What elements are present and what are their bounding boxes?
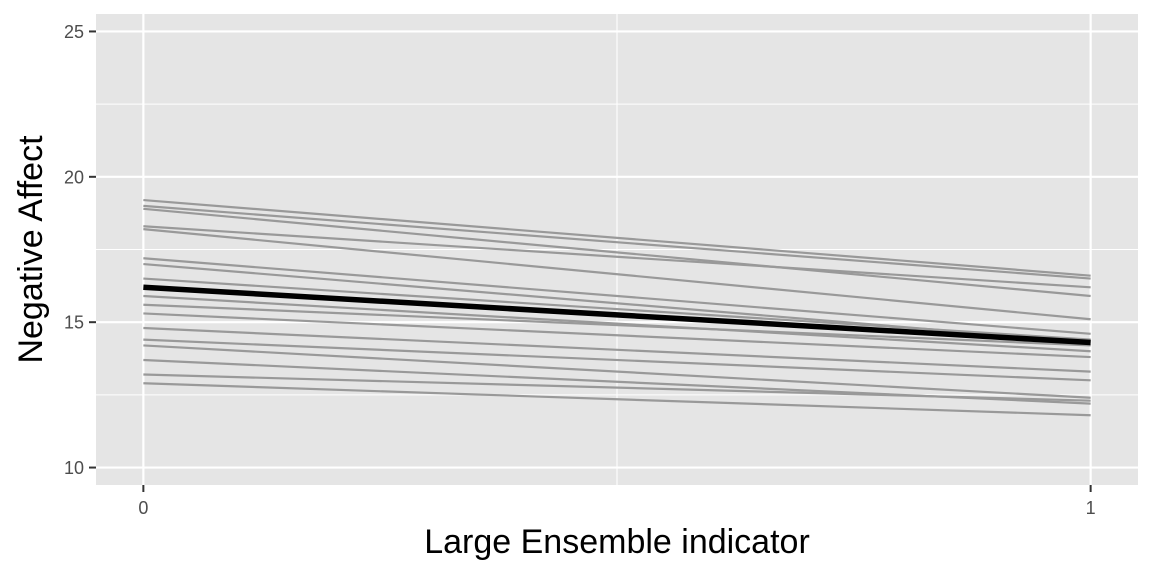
y-tick-label: 20 (64, 167, 84, 187)
individual-line (143, 207, 1091, 298)
series-lines (143, 198, 1091, 417)
individual-line (143, 303, 1091, 347)
individual-line (143, 225, 1091, 289)
individual-line (143, 257, 1091, 335)
individual-line (143, 312, 1091, 359)
individual-line (143, 228, 1091, 321)
major-gridlines (96, 14, 1138, 485)
y-tick-label: 15 (64, 313, 84, 333)
y-axis-title: Negative Affect (12, 135, 50, 364)
y-axis: 10 15 20 25 (64, 22, 96, 478)
individual-line (143, 294, 1091, 353)
x-tick-label: 0 (138, 498, 148, 518)
individual-line (143, 344, 1091, 399)
y-tick-label: 10 (64, 458, 84, 478)
minor-gridlines (96, 14, 1138, 485)
individual-line (143, 198, 1091, 277)
y-tick-label: 25 (64, 22, 84, 42)
individual-line (143, 277, 1091, 341)
average-line (143, 284, 1091, 346)
individual-line (143, 373, 1091, 402)
individual-line (143, 382, 1091, 417)
x-axis-title: Large Ensemble indicator (424, 523, 810, 561)
individual-line (143, 326, 1091, 373)
x-tick-label: 1 (1086, 498, 1096, 518)
individual-line (143, 338, 1091, 382)
individual-line (143, 204, 1091, 280)
